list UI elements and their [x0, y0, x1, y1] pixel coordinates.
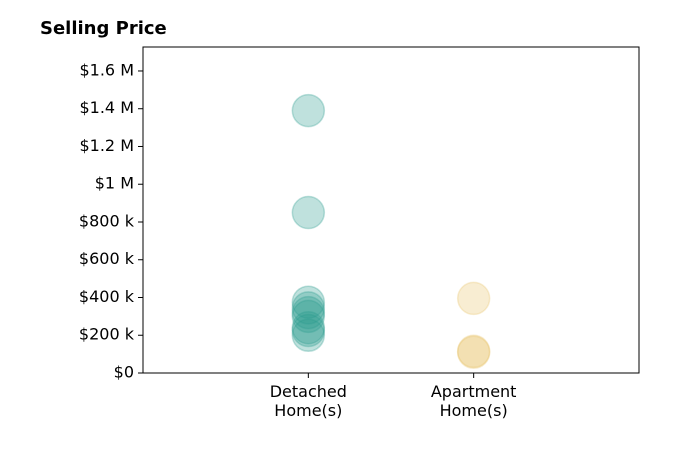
point — [291, 93, 326, 128]
point — [291, 318, 326, 352]
y-tick-label: $600 k — [79, 249, 135, 268]
y-tick-label: $1.2 M — [79, 136, 134, 155]
point — [291, 291, 326, 325]
point — [291, 313, 326, 348]
point — [291, 295, 326, 330]
point — [456, 335, 491, 369]
point — [456, 334, 491, 369]
chart-title: Selling Price — [40, 18, 167, 39]
y-tick-label: $0 — [114, 363, 134, 382]
y-tick-label: $400 k — [79, 287, 135, 306]
y-tick-label: $200 k — [79, 325, 135, 344]
y-tick-label: $1.6 M — [79, 60, 134, 79]
y-tick-label: $800 k — [79, 211, 135, 230]
x-tick-label: Apartment Home(s) — [430, 382, 517, 420]
y-tick-label: $1.4 M — [79, 98, 134, 117]
plot-frame — [142, 46, 640, 374]
y-tick-label: $1 M — [95, 174, 134, 193]
x-tick-label: Detached Home(s) — [269, 382, 347, 420]
point — [291, 285, 326, 319]
point — [291, 299, 326, 334]
point — [456, 281, 491, 316]
point — [291, 310, 326, 345]
point — [291, 195, 326, 230]
